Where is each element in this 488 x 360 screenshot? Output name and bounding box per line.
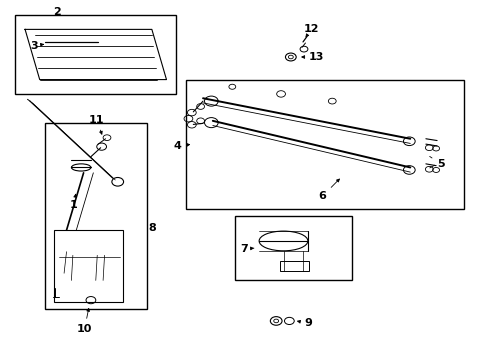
Bar [234,216,351,280]
Bar [279,261,308,271]
Text: 13: 13 [301,52,324,62]
Text: 6: 6 [318,179,339,201]
Text: 5: 5 [429,157,444,169]
Text: 10: 10 [77,309,92,334]
Text: 2: 2 [53,7,61,17]
Bar [44,123,147,309]
Text: 1: 1 [70,194,78,210]
Bar [185,80,463,209]
Bar [15,15,176,94]
Text: 3: 3 [30,41,43,51]
Text: 4: 4 [173,141,189,151]
Text: 12: 12 [304,24,319,37]
Text: 11: 11 [89,115,104,134]
Bar [54,230,122,302]
Text: 7: 7 [240,244,253,254]
Text: 9: 9 [297,319,311,328]
Text: 8: 8 [148,224,155,233]
